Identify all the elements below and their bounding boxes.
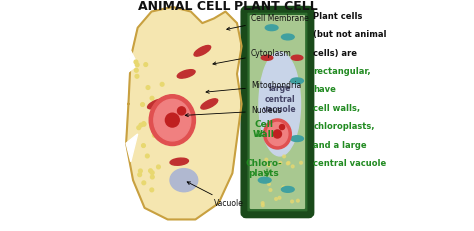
Ellipse shape xyxy=(264,119,292,149)
Ellipse shape xyxy=(258,177,271,183)
Ellipse shape xyxy=(280,125,284,130)
Text: Cytoplasm: Cytoplasm xyxy=(213,49,292,65)
Text: Cell
Wall: Cell Wall xyxy=(253,120,274,139)
Text: have: have xyxy=(313,85,336,94)
Ellipse shape xyxy=(291,78,303,84)
Text: Vacuole: Vacuole xyxy=(187,182,244,208)
Text: Chloro-
plasts: Chloro- plasts xyxy=(245,159,282,178)
Text: (but not animal: (but not animal xyxy=(313,30,387,39)
Circle shape xyxy=(142,181,146,185)
Circle shape xyxy=(144,63,147,67)
Circle shape xyxy=(135,68,138,72)
Polygon shape xyxy=(126,134,137,162)
Ellipse shape xyxy=(178,107,186,115)
Circle shape xyxy=(141,103,145,106)
Circle shape xyxy=(160,82,164,86)
Text: PLANT CELL: PLANT CELL xyxy=(235,0,318,13)
Circle shape xyxy=(267,183,270,185)
Circle shape xyxy=(134,60,138,64)
Circle shape xyxy=(265,158,268,161)
Text: chloroplasts,: chloroplasts, xyxy=(313,122,375,131)
Circle shape xyxy=(142,122,146,125)
Circle shape xyxy=(150,175,154,179)
Circle shape xyxy=(150,96,154,100)
Text: Nucleus: Nucleus xyxy=(185,106,282,117)
Circle shape xyxy=(262,204,264,207)
Circle shape xyxy=(142,122,146,126)
Circle shape xyxy=(146,86,150,89)
Circle shape xyxy=(279,161,282,164)
Text: Cell Membrane: Cell Membrane xyxy=(227,14,309,30)
Circle shape xyxy=(286,162,289,165)
Circle shape xyxy=(150,188,154,192)
Polygon shape xyxy=(126,7,242,219)
Ellipse shape xyxy=(261,55,273,60)
Ellipse shape xyxy=(282,34,294,40)
Circle shape xyxy=(150,171,154,175)
Ellipse shape xyxy=(154,99,191,141)
Text: cell walls,: cell walls, xyxy=(313,104,360,113)
Circle shape xyxy=(154,112,157,115)
Polygon shape xyxy=(126,51,137,74)
Circle shape xyxy=(137,126,141,130)
Text: Plant cells: Plant cells xyxy=(313,12,363,21)
Circle shape xyxy=(138,173,142,176)
Circle shape xyxy=(153,134,156,137)
Circle shape xyxy=(269,189,272,191)
Ellipse shape xyxy=(177,70,195,78)
Polygon shape xyxy=(128,7,142,28)
Text: Mitochondria: Mitochondria xyxy=(206,81,301,93)
Circle shape xyxy=(287,161,290,164)
Circle shape xyxy=(146,154,149,158)
Circle shape xyxy=(138,169,142,173)
Ellipse shape xyxy=(147,99,165,109)
Circle shape xyxy=(135,63,139,67)
Ellipse shape xyxy=(201,99,218,109)
Text: ANIMAL CELL: ANIMAL CELL xyxy=(137,0,230,13)
Circle shape xyxy=(300,161,302,164)
Circle shape xyxy=(275,198,277,200)
Ellipse shape xyxy=(265,25,278,30)
Circle shape xyxy=(282,186,285,189)
Text: central vacuole: central vacuole xyxy=(313,159,386,168)
Circle shape xyxy=(135,74,139,78)
FancyBboxPatch shape xyxy=(244,9,311,215)
Ellipse shape xyxy=(267,122,288,146)
Circle shape xyxy=(261,202,264,204)
Ellipse shape xyxy=(170,169,198,192)
Ellipse shape xyxy=(282,187,294,192)
Text: large
central
vacuole: large central vacuole xyxy=(263,84,297,114)
Circle shape xyxy=(267,164,270,167)
Text: cells) are: cells) are xyxy=(313,49,357,58)
Ellipse shape xyxy=(291,136,303,141)
FancyBboxPatch shape xyxy=(250,15,305,209)
Circle shape xyxy=(292,165,294,168)
Ellipse shape xyxy=(259,52,301,156)
Circle shape xyxy=(283,155,285,158)
Circle shape xyxy=(139,123,143,127)
Circle shape xyxy=(297,199,299,202)
Ellipse shape xyxy=(194,46,210,56)
Ellipse shape xyxy=(165,113,179,127)
Ellipse shape xyxy=(149,95,195,146)
Circle shape xyxy=(278,196,281,199)
Ellipse shape xyxy=(170,158,189,165)
Ellipse shape xyxy=(273,130,282,138)
Text: and a large: and a large xyxy=(313,141,367,150)
Ellipse shape xyxy=(292,55,303,60)
Text: rectangular,: rectangular, xyxy=(313,67,371,76)
Circle shape xyxy=(156,165,160,169)
Circle shape xyxy=(291,200,293,203)
Circle shape xyxy=(149,169,152,173)
Circle shape xyxy=(142,144,146,147)
